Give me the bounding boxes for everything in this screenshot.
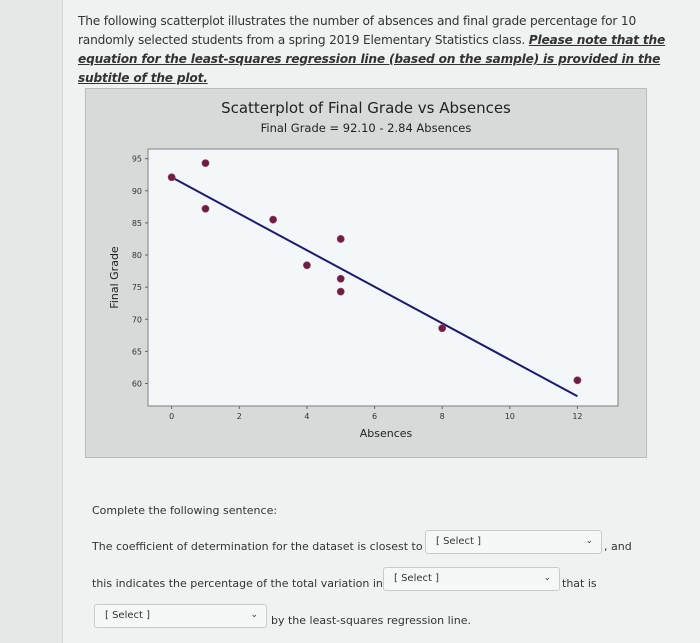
intro-note: Please note that the xyxy=(528,33,666,47)
x-tick-label: 8 xyxy=(440,412,445,421)
question-prompt: Complete the following sentence: xyxy=(92,504,278,517)
intro-line-3: equation for the least-squares regressio… xyxy=(78,52,661,85)
y-tick-label: 65 xyxy=(132,347,142,356)
data-point xyxy=(573,376,582,385)
chart-subtitle: Final Grade = 92.10 - 2.84 Absences xyxy=(260,121,472,135)
x-tick-label: 12 xyxy=(572,412,582,421)
x-tick-label: 10 xyxy=(505,412,515,421)
y-tick-label: 85 xyxy=(132,219,142,228)
x-tick-label: 0 xyxy=(169,412,174,421)
y-tick-label: 60 xyxy=(132,380,142,389)
coefficient-select[interactable]: [ Select ] ⌄ xyxy=(425,530,602,554)
x-tick-label: 2 xyxy=(237,412,242,421)
y-tick-label: 90 xyxy=(132,187,142,196)
explained-select[interactable]: [ Select ] ⌄ xyxy=(94,604,267,628)
sentence-after-1: , and xyxy=(604,540,632,553)
select-value: [ Select ] xyxy=(105,610,151,621)
chart-title: Scatterplot of Final Grade vs Absences xyxy=(221,99,511,117)
data-point xyxy=(201,204,210,213)
data-point xyxy=(167,173,176,182)
regression-line xyxy=(171,176,578,398)
x-tick-label: 4 xyxy=(304,412,309,421)
intro-text: The following scatterplot illustrates th… xyxy=(78,12,678,88)
chevron-down-icon: ⌄ xyxy=(543,573,551,583)
select-value: [ Select ] xyxy=(394,573,440,584)
data-point xyxy=(336,274,345,283)
sentence-part-2: this indicates the percentage of the tot… xyxy=(92,577,383,590)
intro-line-2: randomly selected students from a spring… xyxy=(78,31,678,50)
data-point xyxy=(303,261,311,270)
intro-line-1: The following scatterplot illustrates th… xyxy=(78,14,636,28)
y-axis-label: Final Grade xyxy=(108,246,121,309)
y-tick-label: 75 xyxy=(132,283,142,292)
select-value: [ Select ] xyxy=(436,536,482,547)
x-tick-label: 6 xyxy=(372,412,377,421)
intro-line-2-text: randomly selected students from a spring… xyxy=(78,33,529,47)
variable-select[interactable]: [ Select ] ⌄ xyxy=(383,567,560,591)
chevron-down-icon: ⌄ xyxy=(250,610,258,620)
scatterplot-chart: Scatterplot of Final Grade vs Absences F… xyxy=(85,88,647,458)
data-point xyxy=(336,287,345,296)
data-point xyxy=(201,159,210,168)
data-point xyxy=(336,235,345,243)
data-point xyxy=(269,215,278,224)
plot-area: 60 65 70 75 80 85 90 95 0 2 4 6 8 10 12 Absences Final G… xyxy=(108,148,619,440)
data-point xyxy=(438,324,447,333)
sentence-after-3: by the least-squares regression line. xyxy=(271,614,471,627)
y-tick-label: 70 xyxy=(132,315,142,324)
plot-background xyxy=(147,148,619,407)
y-tick-label: 80 xyxy=(132,251,142,260)
chevron-down-icon: ⌄ xyxy=(585,536,593,546)
sentence-part-1: The coefficient of determination for the… xyxy=(92,540,423,553)
y-tick-label: 95 xyxy=(132,155,142,164)
sentence-after-2: that is xyxy=(562,577,597,590)
x-axis-label: Absences xyxy=(360,427,413,440)
